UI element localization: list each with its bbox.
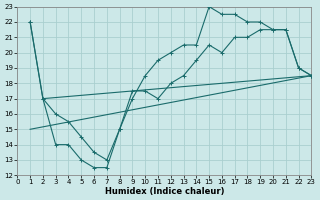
X-axis label: Humidex (Indice chaleur): Humidex (Indice chaleur): [105, 187, 224, 196]
